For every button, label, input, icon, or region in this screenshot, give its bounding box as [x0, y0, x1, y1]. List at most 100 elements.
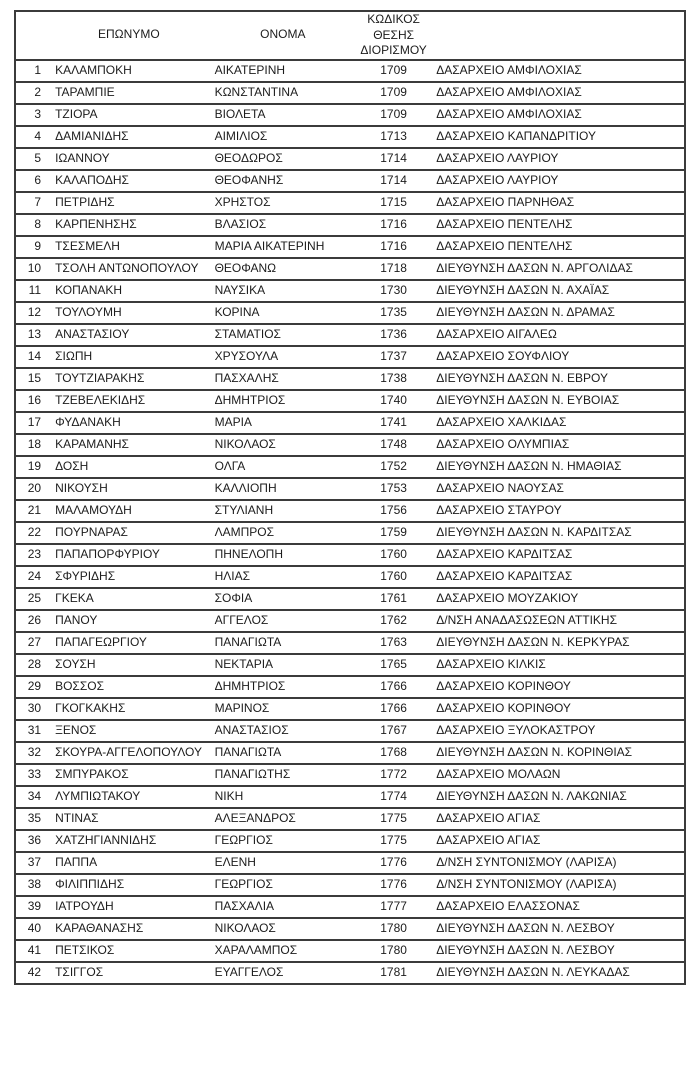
cell-code: 1716 — [380, 238, 407, 253]
table-row: 27 ΠΑΠΑΓΕΩΡΓΙΟΥ ΠΑΝΑΓΙΩΤΑ 1763 ΔΙΕΥΘΥΝΣΗ ΔΑΣ… — [15, 632, 685, 654]
header-office-column — [432, 11, 685, 60]
cell-code: 1772 — [380, 766, 407, 781]
cell-code: 1748 — [380, 436, 407, 451]
table-row: 5 ΙΩΑΝΝΟΥ ΘΕΟΔΩΡΟΣ 1714 ΔΑΣΑΡΧΕΙΟ ΛΑΥΡΙΟΥ — [15, 148, 685, 170]
cell-office: ΔΙΕΥΘΥΝΣΗ ΔΑΣΩΝ Ν. ΛΕΥΚΑΔΑΣ — [436, 964, 630, 979]
table-row: 33 ΣΜΠΥΡΑΚΟΣ ΠΑΝΑΓΙΩΤΗΣ 1772 ΔΑΣΑΡΧΕΙΟ ΜΟΛΑΩ… — [15, 764, 685, 786]
cell-first-name: ΑΙΜΙΛΙΟΣ — [214, 128, 268, 143]
table-row: 8 ΚΑΡΠΕΝΗΣΗΣ ΒΛΑΣΙΟΣ 1716 ΔΑΣΑΡΧΕΙΟ ΠΕΝΤΕΛΗΣ — [15, 214, 685, 236]
cell-surname: ΔΟΣΗ — [55, 458, 89, 473]
table-row: 13 ΑΝΑΣΤΑΣΙΟΥ ΣΤΑΜΑΤΙΟΣ 1736 ΔΑΣΑΡΧΕΙΟ ΑΙΓΑΛ… — [15, 324, 685, 346]
cell-first-name: ΕΥΑΓΓΕΛΟΣ — [214, 964, 284, 979]
cell-code: 1752 — [380, 458, 407, 473]
cell-office: ΔΙΕΥΘΥΝΣΗ ΔΑΣΩΝ Ν. ΛΑΚΩΝΙΑΣ — [436, 788, 627, 803]
cell-first-name: ΧΡΥΣΟΥΛΑ — [214, 348, 279, 363]
cell-office: ΔΑΣΑΡΧΕΙΟ ΞΥΛΟΚΑΣΤΡΟΥ — [436, 722, 596, 737]
cell-row-number: 3 — [34, 106, 42, 121]
cell-office: ΔΑΣΑΡΧΕΙΟ ΚΑΡΔΙΤΣΑΣ — [436, 546, 573, 561]
cell-first-name: ΣΤΥΛΙΑΝΗ — [214, 502, 274, 517]
cell-code: 1715 — [380, 194, 407, 209]
table-row: 17 ΦΥΔΑΝΑΚΗ ΜΑΡΙΑ 1741 ΔΑΣΑΡΧΕΙΟ ΧΑΛΚΙΔΑΣ — [15, 412, 685, 434]
cell-first-name: ΘΕΟΦΑΝΩ — [214, 260, 277, 275]
cell-code: 1760 — [380, 568, 407, 583]
cell-row-number: 7 — [34, 194, 42, 209]
cell-row-number: 4 — [34, 128, 42, 143]
cell-row-number: 12 — [27, 304, 42, 319]
table-row: 16 ΤΖΕΒΕΛΕΚΙΔΗΣ ΔΗΜΗΤΡΙΟΣ 1740 ΔΙΕΥΘΥΝΣΗ ΔΑΣ… — [15, 390, 685, 412]
cell-office: ΔΑΣΑΡΧΕΙΟ ΟΛΥΜΠΙΑΣ — [436, 436, 570, 451]
cell-code: 1776 — [380, 876, 407, 891]
cell-first-name: ΠΗΝΕΛΟΠΗ — [214, 546, 284, 561]
cell-surname: ΚΑΡΑΜΑΝΗΣ — [55, 436, 129, 451]
cell-first-name: ΠΑΝΑΓΙΩΤΗΣ — [214, 766, 291, 781]
cell-surname: ΣΜΠΥΡΑΚΟΣ — [55, 766, 129, 781]
cell-surname: ΤΣΕΣΜΕΛΗ — [55, 238, 120, 253]
cell-office: ΔΙΕΥΘΥΝΣΗ ΔΑΣΩΝ Ν. ΚΕΡΚΥΡΑΣ — [436, 634, 630, 649]
cell-row-number: 40 — [27, 920, 42, 935]
cell-code: 1775 — [380, 832, 407, 847]
table-row: 41 ΠΕΤΣΙΚΟΣ ΧΑΡΑΛΑΜΠΟΣ 1780 ΔΙΕΥΘΥΝΣΗ ΔΑΣΩΝ … — [15, 940, 685, 962]
cell-first-name: ΑΓΓΕΛΟΣ — [214, 612, 269, 627]
cell-office: ΔΑΣΑΡΧΕΙΟ ΜΟΥΖΑΚΙΟΥ — [436, 590, 579, 605]
cell-row-number: 21 — [27, 502, 42, 517]
table-row: 28 ΣΟΥΣΗ ΝΕΚΤΑΡΙΑ 1765 ΔΑΣΑΡΧΕΙΟ ΚΙΛΚΙΣ — [15, 654, 685, 676]
cell-row-number: 16 — [27, 392, 42, 407]
cell-office: Δ/ΝΣΗ ΣΥΝΤΟΝΙΣΜΟΥ (ΛΑΡΙΣΑ) — [436, 876, 617, 891]
cell-office: ΔΑΣΑΡΧΕΙΟ ΛΑΥΡΙΟΥ — [436, 150, 559, 165]
cell-office: ΔΙΕΥΘΥΝΣΗ ΔΑΣΩΝ Ν. ΔΡΑΜΑΣ — [436, 304, 615, 319]
cell-code: 1738 — [380, 370, 407, 385]
cell-office: ΔΑΣΑΡΧΕΙΟ ΣΟΥΦΛΙΟΥ — [436, 348, 570, 363]
cell-first-name: ΟΛΓΑ — [214, 458, 246, 473]
cell-surname: ΝΤΙΝΑΣ — [55, 810, 99, 825]
table-header: ΕΠΩΝΥΜΟ ΟΝΟΜΑ ΚΩΔΙΚΟΣ ΘΕΣΗΣ ΔΙΟΡΙΣΜΟΥ — [15, 11, 685, 60]
cell-row-number: 36 — [27, 832, 42, 847]
cell-code: 1714 — [380, 172, 407, 187]
cell-first-name: ΓΕΩΡΓΙΟΣ — [214, 832, 273, 847]
cell-code: 1767 — [380, 722, 407, 737]
cell-code: 1753 — [380, 480, 407, 495]
cell-first-name: ΝΑΥΣΙΚΑ — [214, 282, 266, 297]
table-row: 3 ΤΖΙΟΡΑ ΒΙΟΛΕΤΑ 1709 ΔΑΣΑΡΧΕΙΟ ΑΜΦΙΛΟΧΙΑΣ — [15, 104, 685, 126]
table-row: 15 ΤΟΥΤΖΙΑΡΑΚΗΣ ΠΑΣΧΑΛΗΣ 1738 ΔΙΕΥΘΥΝΣΗ ΔΑΣΩ… — [15, 368, 685, 390]
cell-office: ΔΙΕΥΘΥΝΣΗ ΔΑΣΩΝ Ν. ΕΒΡΟΥ — [436, 370, 608, 385]
cell-office: ΔΙΕΥΘΥΝΣΗ ΔΑΣΩΝ Ν. ΑΧΑΪΑΣ — [436, 282, 610, 297]
cell-row-number: 6 — [34, 172, 42, 187]
cell-office: ΔΑΣΑΡΧΕΙΟ ΠΕΝΤΕΛΗΣ — [436, 216, 573, 231]
cell-code: 1780 — [380, 920, 407, 935]
cell-code: 1756 — [380, 502, 407, 517]
cell-surname: ΧΑΤΖΗΓΙΑΝΝΙΔΗΣ — [55, 832, 157, 847]
cell-first-name: ΝΙΚΟΛΑΟΣ — [214, 920, 276, 935]
table-row: 25 ΓΚΕΚΑ ΣΟΦΙΑ 1761 ΔΑΣΑΡΧΕΙΟ ΜΟΥΖΑΚΙΟΥ — [15, 588, 685, 610]
cell-office: ΔΑΣΑΡΧΕΙΟ ΠΑΡΝΗΘΑΣ — [436, 194, 575, 209]
cell-surname: ΤΖΙΟΡΑ — [55, 106, 98, 121]
cell-surname: ΙΑΤΡΟΥΔΗ — [55, 898, 114, 913]
cell-first-name: ΠΑΝΑΓΙΩΤΑ — [214, 634, 282, 649]
cell-office: ΔΑΣΑΡΧΕΙΟ ΑΜΦΙΛΟΧΙΑΣ — [436, 84, 582, 99]
cell-row-number: 13 — [27, 326, 42, 341]
cell-code: 1735 — [380, 304, 407, 319]
cell-code: 1780 — [380, 942, 407, 957]
cell-row-number: 38 — [27, 876, 42, 891]
table-row: 9 ΤΣΕΣΜΕΛΗ ΜΑΡΙΑ ΑΙΚΑΤΕΡΙΝΗ 1716 ΔΑΣΑΡΧΕΙΟ Π… — [15, 236, 685, 258]
cell-code: 1766 — [380, 678, 407, 693]
cell-row-number: 1 — [34, 62, 42, 77]
cell-surname: ΤΑΡΑΜΠΙΕ — [55, 84, 115, 99]
cell-row-number: 17 — [27, 414, 42, 429]
cell-first-name: ΘΕΟΦΑΝΗΣ — [214, 172, 284, 187]
header-index-column — [15, 11, 47, 60]
cell-row-number: 10 — [27, 260, 42, 275]
table-row: 23 ΠΑΠΑΠΟΡΦΥΡΙΟΥ ΠΗΝΕΛΟΠΗ 1760 ΔΑΣΑΡΧΕΙΟ ΚΑΡ… — [15, 544, 685, 566]
cell-code: 1762 — [380, 612, 407, 627]
table-row: 29 ΒΟΣΣΟΣ ΔΗΜΗΤΡΙΟΣ 1766 ΔΑΣΑΡΧΕΙΟ ΚΟΡΙΝΘΟΥ — [15, 676, 685, 698]
header-surname: ΕΠΩΝΥΜΟ — [98, 27, 160, 42]
cell-surname: ΙΩΑΝΝΟΥ — [55, 150, 110, 165]
cell-first-name: ΑΙΚΑΤΕΡΙΝΗ — [214, 62, 286, 77]
cell-surname: ΠΑΠΑΓΕΩΡΓΙΟΥ — [55, 634, 147, 649]
cell-row-number: 23 — [27, 546, 42, 561]
cell-surname: ΠΕΤΣΙΚΟΣ — [55, 942, 115, 957]
cell-surname: ΦΥΔΑΝΑΚΗ — [55, 414, 121, 429]
cell-row-number: 29 — [27, 678, 42, 693]
cell-office: ΔΑΣΑΡΧΕΙΟ ΑΓΙΑΣ — [436, 832, 541, 847]
cell-first-name: ΑΝΑΣΤΑΣΙΟΣ — [214, 722, 289, 737]
table-row: 36 ΧΑΤΖΗΓΙΑΝΝΙΔΗΣ ΓΕΩΡΓΙΟΣ 1775 ΔΑΣΑΡΧΕΙΟ ΑΓ… — [15, 830, 685, 852]
